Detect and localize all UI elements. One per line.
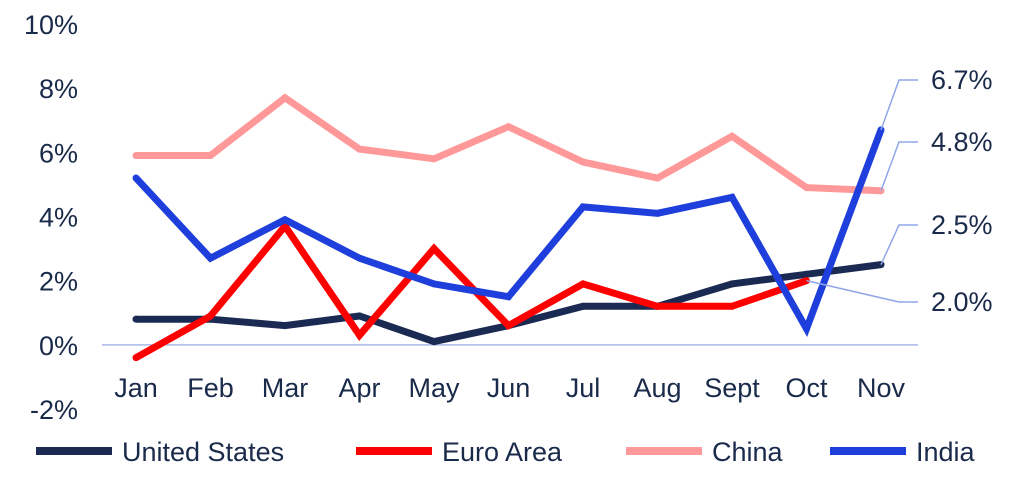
x-tick-label: Nov <box>857 373 906 403</box>
data-point <box>430 155 438 163</box>
x-tick-label: Mar <box>262 373 309 403</box>
y-tick-label: 0% <box>39 331 78 361</box>
y-tick-label: 6% <box>39 138 78 168</box>
data-point <box>281 216 289 224</box>
data-point <box>356 331 363 339</box>
x-tick-label: May <box>408 373 460 403</box>
data-point <box>356 145 363 153</box>
callout-euro-area: 2.0% <box>806 279 993 317</box>
legend-item-india: India <box>830 437 976 467</box>
legend-label: Euro Area <box>442 437 563 467</box>
data-point <box>579 203 587 211</box>
data-point <box>207 254 214 262</box>
data-point <box>132 152 140 160</box>
callout-leader <box>880 141 918 192</box>
data-point <box>281 94 289 102</box>
y-tick-label: -2% <box>30 395 78 425</box>
data-point <box>654 302 661 310</box>
series-india <box>132 126 885 338</box>
x-tick-label: Sept <box>704 373 760 403</box>
data-point <box>579 280 587 288</box>
data-point <box>505 322 512 330</box>
x-tick-label: Jan <box>114 373 158 403</box>
data-point <box>803 325 810 333</box>
data-point <box>207 312 214 320</box>
data-point <box>430 245 438 253</box>
legend-label: India <box>916 437 976 467</box>
callout-china: 4.8% <box>880 127 993 192</box>
x-tick-label: Apr <box>338 373 380 403</box>
x-tick-label: Oct <box>785 373 828 403</box>
y-tick-label: 10% <box>24 10 78 40</box>
data-point <box>132 315 140 323</box>
x-tick-label: Jun <box>487 373 531 403</box>
data-point <box>654 209 661 217</box>
data-point <box>579 158 587 166</box>
legend-item-euro-area: Euro Area <box>356 437 563 467</box>
callout-label: 4.8% <box>931 127 993 157</box>
callout-leader <box>880 224 918 265</box>
data-point <box>281 322 289 330</box>
data-point <box>579 302 587 310</box>
callout-label: 2.0% <box>931 287 993 317</box>
data-point <box>505 293 512 301</box>
y-tick-label: 4% <box>39 203 78 233</box>
callout-united-states: 2.5% <box>880 210 993 265</box>
data-point <box>803 270 810 278</box>
legend-item-united-states: United States <box>36 437 284 467</box>
data-point <box>505 123 512 131</box>
data-point <box>728 302 736 310</box>
data-point <box>207 152 214 160</box>
callout-label: 2.5% <box>931 210 993 240</box>
data-point <box>654 174 661 182</box>
callout-label: 6.7% <box>931 65 993 95</box>
data-point <box>356 254 363 262</box>
data-point <box>132 174 140 182</box>
data-point <box>803 184 810 192</box>
callout-leader <box>806 279 918 303</box>
data-point <box>356 312 363 320</box>
data-point <box>728 280 736 288</box>
callout-india: 6.7% <box>880 65 993 131</box>
legend-label: United States <box>122 437 284 467</box>
x-tick-label: Jul <box>566 373 601 403</box>
series-china <box>132 93 885 195</box>
series-line-china <box>136 93 882 195</box>
legend-item-china: China <box>626 437 784 467</box>
data-point <box>132 354 140 362</box>
x-tick-label: Feb <box>187 373 234 403</box>
callout-leader <box>880 79 918 131</box>
y-tick-label: 8% <box>39 74 78 104</box>
y-tick-label: 2% <box>39 267 78 297</box>
data-point <box>728 132 736 140</box>
legend-label: China <box>712 437 784 467</box>
x-tick-label: Aug <box>633 373 681 403</box>
data-point <box>728 193 736 201</box>
data-point <box>430 280 438 288</box>
data-point <box>430 338 438 346</box>
